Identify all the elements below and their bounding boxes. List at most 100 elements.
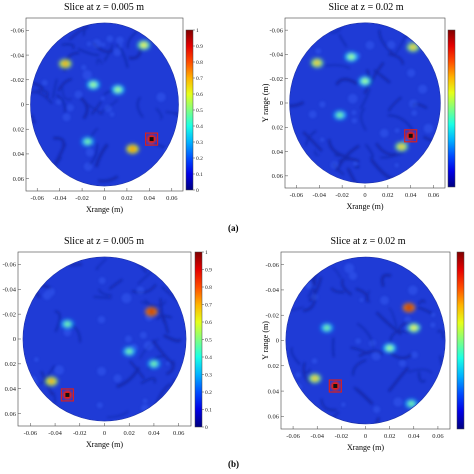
texture-speckle [55,99,62,105]
hot-spot-core [410,44,416,50]
y-tick-label: -0.06 [265,262,279,269]
texture-speckle [394,163,399,168]
texture-speckle [407,68,416,78]
disk-outline [285,256,446,425]
texture-speckle [423,123,434,134]
chart-title: Slice at z = 0.005 m [64,2,144,13]
x-tick-label: 0.02 [121,195,132,202]
texture-speckle [352,161,358,167]
texture-speckle [113,374,122,383]
x-axis-label: Xrange (m) [347,443,384,452]
texture-speckle [54,365,65,375]
y-tick-label: -0.02 [2,311,16,318]
texture-vein [302,288,317,312]
texture-vein [109,278,123,291]
texture-vein [68,26,90,41]
texture-speckle [311,358,318,364]
x-tick-label: 0.06 [432,433,444,440]
texture-speckle [85,148,95,157]
x-tick-label: 0.04 [144,195,156,202]
colorbar-tick-label: 0.5 [196,108,203,114]
texture-vein [129,360,145,380]
texture-vein [285,306,304,314]
texture-vein [417,371,426,383]
texture-speckle [100,96,105,101]
texture-speckle [431,312,436,317]
texture-vein [63,51,80,72]
texture-speckle [394,128,400,133]
y-axis-label: Y range (m) [261,83,270,122]
hot-spot-core [405,305,412,311]
texture-speckle [430,322,436,328]
texture-vein [338,33,348,48]
colorbar-tick-label: 1 [196,28,199,34]
texture-vein [375,142,397,156]
texture-vein [354,165,360,169]
y-tick-label: 0.06 [272,173,284,180]
texture-speckle [86,41,92,47]
x-tick-label: 0 [363,192,366,199]
x-tick-label: -0.06 [286,433,300,440]
x-tick-label: 0 [103,195,106,202]
texture-speckle [96,402,103,409]
y-tick-label: -0.06 [2,262,16,269]
hot-spots [308,303,420,409]
texture-vein [393,35,407,56]
texture-speckle [82,70,93,80]
y-tick-label: 0 [21,102,24,109]
hot-spot-core [90,82,97,88]
texture-vein [375,311,402,336]
y-tick-label: 0.02 [268,363,279,370]
texture-speckle [315,48,322,54]
x-tick-label: 0 [364,433,367,440]
texture-vein [417,299,426,305]
x-tick-label: -0.02 [335,192,349,199]
texture-vein [332,267,342,279]
texture-vein [141,300,167,307]
texture-vein [437,329,445,340]
texture-vein [55,94,66,113]
texture-speckle [295,372,301,378]
y-tick-label: 0.02 [272,124,283,131]
texture-speckle [410,351,418,359]
texture-speckle [156,92,166,102]
disk-outline [30,22,179,187]
texture-speckle [404,316,412,324]
texture-vein [380,273,392,287]
hot-spot-core [148,309,155,315]
texture-vein [79,96,89,120]
y-tick-label: -0.06 [269,27,283,34]
colorbar-tick-label: 0.3 [205,373,212,379]
x-tick-label: 0.02 [124,430,135,437]
colorbar-tick-label: 0.7 [205,303,212,309]
chart-title: Slice at z = 0.005 m [64,236,144,247]
x-axis-label: Xrange (m) [86,440,123,449]
texture-speckle [411,110,418,116]
texture-vein [98,288,112,297]
x-tick-label: 0 [103,430,106,437]
colorbar-tick-label: 0.2 [205,390,212,396]
x-tick-label: 0.02 [382,192,393,199]
hot-spot-core [150,361,157,367]
texture-vein [174,107,179,116]
disk-outline [289,22,441,184]
colorbar-tick-label: 0.6 [205,320,212,326]
texture-speckle [115,36,124,45]
hot-spot-core [84,139,91,145]
texture-vein [82,22,103,36]
texture-speckle [351,117,358,124]
hot-spot-core [129,146,136,152]
texture-vein [307,276,314,298]
texture-vein [94,143,109,168]
hot-spot-core [48,378,55,384]
y-tick-label: -0.04 [269,52,283,59]
colorbar-tick-label: 0.6 [196,92,203,98]
texture-vein [163,334,182,343]
texture-speckle [63,328,72,337]
texture-vein [388,52,404,65]
colorbar-tick-label: 0.2 [196,156,203,162]
x-axis-label: Xrange (m) [86,205,123,214]
texture-speckle [320,137,325,142]
hot-spots [59,40,150,154]
heatmap-panel-1: Slice at z = 0.005 m -0.06 -0.04 -0.02 0 0.02… [10,2,203,214]
